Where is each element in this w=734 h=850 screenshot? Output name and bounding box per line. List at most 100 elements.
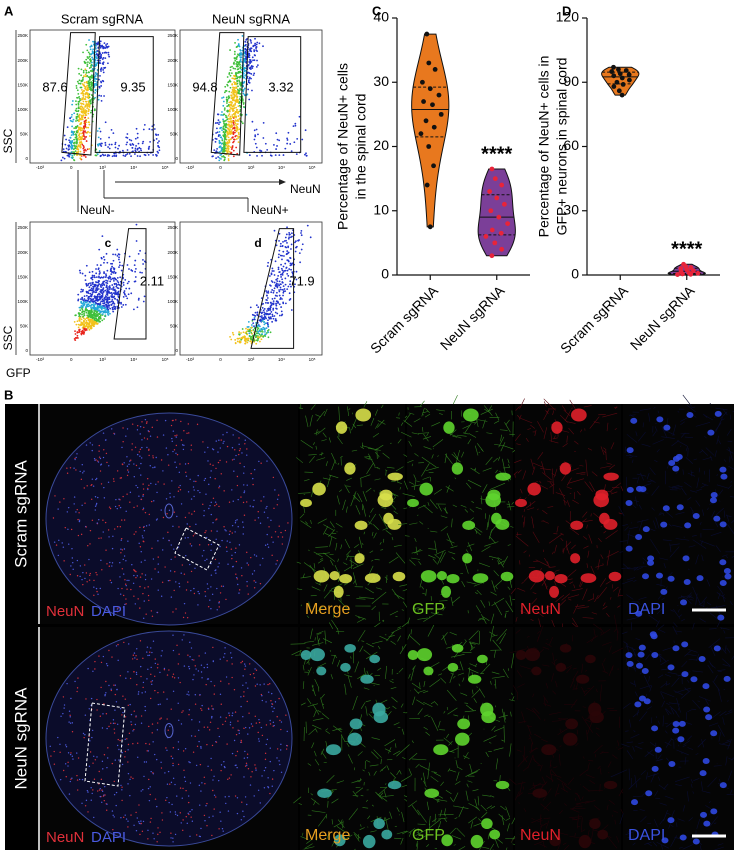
cell-dot	[147, 478, 148, 479]
flow-x-tick-label: 0	[70, 357, 73, 362]
flow-event	[245, 341, 247, 343]
flow-event	[98, 95, 100, 97]
flow-event	[116, 249, 118, 251]
flow-event	[230, 75, 232, 77]
flow-event	[77, 89, 79, 91]
cell-dot	[170, 570, 171, 571]
flow-event	[296, 138, 298, 140]
panel-letter: A	[4, 3, 14, 18]
flow-event	[264, 335, 266, 337]
data-point	[431, 163, 436, 168]
flow-event	[226, 90, 228, 92]
flow-event	[278, 267, 280, 269]
cell-dot	[136, 465, 137, 466]
flow-event	[270, 316, 272, 318]
cell-dot	[252, 573, 253, 574]
flow-event	[137, 137, 139, 139]
cell-dot	[133, 569, 134, 570]
cell-dot	[244, 466, 245, 467]
flow-event	[246, 49, 248, 51]
flow-event	[86, 107, 88, 109]
flow-event	[88, 51, 90, 53]
flow-event	[274, 282, 276, 284]
flow-event	[80, 291, 82, 293]
cell-dot	[210, 463, 211, 464]
flow-event	[92, 48, 94, 50]
flow-event	[106, 43, 108, 45]
flow-event	[84, 298, 86, 300]
flow-event	[280, 274, 282, 276]
flow-event	[253, 340, 255, 342]
flow-event	[285, 240, 287, 242]
flow-event	[89, 78, 91, 80]
flow-event	[230, 87, 232, 89]
flow-event	[228, 104, 230, 106]
cell-body	[365, 573, 381, 583]
cell-dot	[217, 566, 218, 567]
cell-dot	[218, 487, 219, 488]
flow-event	[93, 275, 95, 277]
cell-dot	[141, 561, 142, 562]
flow-event	[73, 159, 75, 161]
flow-event	[82, 52, 84, 54]
flow-event	[245, 328, 247, 330]
flow-event	[281, 268, 283, 270]
flow-event	[85, 74, 87, 76]
flow-event	[276, 292, 278, 294]
flow-event	[270, 302, 272, 304]
flow-event	[282, 295, 284, 297]
cell-body	[443, 421, 454, 433]
flow-event	[225, 115, 227, 117]
flow-event	[78, 101, 80, 103]
cell-dot	[260, 583, 261, 584]
flow-event	[99, 293, 101, 295]
flow-event	[283, 255, 285, 257]
flow-event	[226, 99, 228, 101]
flow-event	[102, 288, 104, 290]
flow-event	[262, 45, 264, 47]
cell-dot	[171, 596, 172, 597]
cell-dot	[272, 541, 273, 542]
flow-event	[279, 298, 281, 300]
cell-dot	[244, 515, 245, 516]
data-point	[421, 99, 426, 104]
flow-event	[112, 311, 114, 313]
flow-event	[249, 59, 251, 61]
flow-event	[246, 331, 248, 333]
flow-event	[282, 289, 284, 291]
flow-event	[111, 284, 113, 286]
flow-event	[288, 236, 290, 238]
cell-dot	[131, 564, 132, 565]
cell-dot	[119, 576, 120, 577]
flow-event	[87, 85, 89, 87]
flow-x-tick-label: -10³	[186, 357, 195, 362]
flow-event	[138, 143, 140, 145]
data-point	[496, 215, 501, 220]
cell-dot	[219, 485, 220, 486]
flow-event	[89, 271, 91, 273]
cell-dot	[172, 451, 173, 452]
cell-dot	[250, 505, 251, 506]
flow-event	[88, 311, 90, 313]
flow-event	[104, 52, 106, 54]
cell-dot	[141, 551, 142, 552]
cell-dot	[140, 546, 141, 547]
cell-dot	[243, 484, 244, 485]
flow-event	[83, 303, 85, 305]
flow-event	[275, 318, 277, 320]
flow-event	[77, 146, 79, 148]
flow-event	[91, 327, 93, 329]
flow-event	[88, 39, 90, 41]
cell-dot	[183, 430, 184, 431]
cell-dot	[176, 467, 177, 468]
cell-dot	[121, 538, 122, 539]
flow-event	[117, 280, 119, 282]
flow-event	[228, 159, 230, 161]
flow-event	[259, 329, 261, 331]
flow-event	[73, 151, 75, 153]
cell-dot	[114, 528, 115, 529]
flow-event	[264, 329, 266, 331]
flow-event	[266, 299, 268, 301]
flow-event	[70, 140, 72, 142]
cell-dot	[176, 516, 177, 517]
